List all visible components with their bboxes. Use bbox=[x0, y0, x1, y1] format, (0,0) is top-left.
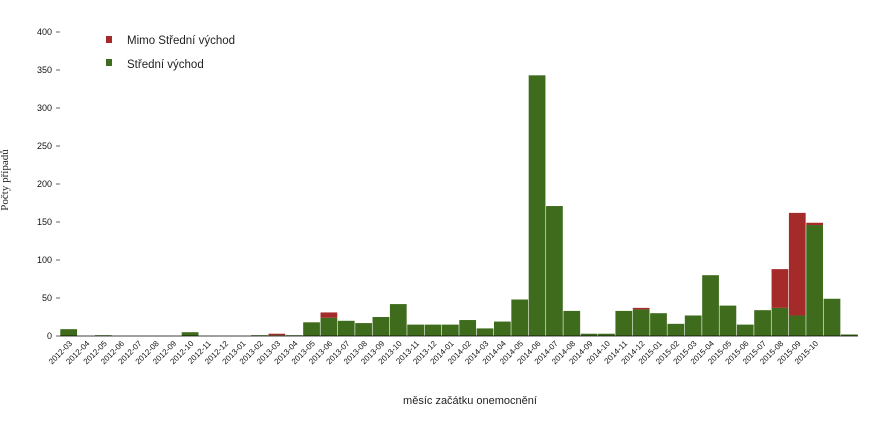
bar-mimo-2015-10 bbox=[806, 222, 824, 226]
y-tick-label-150: 150 bbox=[37, 217, 52, 227]
bar-stredni-2015-09 bbox=[788, 315, 806, 336]
bar-stredni-2014-12 bbox=[632, 309, 650, 336]
bar-stredni-2015-03 bbox=[684, 315, 702, 336]
bar-stredni-2015-07 bbox=[754, 310, 771, 336]
bar-mimo-2015-09 bbox=[788, 212, 806, 316]
bar-stredni-2013-12 bbox=[424, 324, 442, 336]
bar-stredni-2015-02 bbox=[667, 323, 685, 336]
bar-stredni-2013-11 bbox=[407, 324, 425, 336]
y-tick-label-200: 200 bbox=[37, 179, 52, 189]
bar-stredni-2014-10 bbox=[598, 333, 615, 336]
y-tick-label-100: 100 bbox=[37, 255, 52, 265]
bar-mimo-2014-12 bbox=[632, 307, 650, 310]
legend-label-stredni: Střední východ bbox=[127, 59, 204, 71]
bar-stredni-2015-05 bbox=[719, 305, 737, 336]
x-ticks-group: 2012-032012-042012-052012-062012-072012-… bbox=[47, 339, 820, 367]
bar-stredni-2014-08 bbox=[563, 310, 581, 336]
bar-stredni-2015-06 bbox=[736, 324, 754, 336]
bar-stredni-2015-01 bbox=[650, 313, 667, 336]
legend-swatch-mimo bbox=[106, 36, 112, 43]
bar-mimo-2015-08 bbox=[771, 269, 789, 308]
bar-stredni-2015-08 bbox=[771, 307, 789, 336]
bars-group bbox=[60, 75, 858, 336]
bar-stredni-2014-06 bbox=[528, 75, 546, 336]
legend-swatch-stredni bbox=[106, 59, 112, 66]
x-axis-title: měsíc začátku onemocnění bbox=[403, 395, 537, 407]
bar-mimo-2013-03 bbox=[268, 333, 286, 336]
bar-stredni-2014-01 bbox=[441, 324, 459, 336]
legend-label-mimo: Mimo Střední východ bbox=[127, 35, 235, 47]
bar-stredni-2014-03 bbox=[476, 328, 494, 336]
bar-stredni-2014-11 bbox=[615, 310, 633, 336]
y-tick-label-300: 300 bbox=[37, 103, 52, 113]
bar-stredni-2015-10 bbox=[806, 225, 824, 336]
bar-stredni-2015-04 bbox=[702, 275, 719, 336]
bar-stredni-2012-03 bbox=[60, 329, 78, 336]
y-ticks-group: 0 50 100 150 200 250 300 350 400 bbox=[37, 27, 60, 341]
y-axis-title: Počty případů bbox=[0, 149, 11, 211]
bar-stredni-2015-12 bbox=[840, 334, 858, 336]
bar-stredni-2012-10 bbox=[181, 332, 199, 336]
legend: Mimo Střední východ Střední východ bbox=[106, 35, 235, 71]
y-tick-label-250: 250 bbox=[37, 141, 52, 151]
bar-stredni-2013-06 bbox=[320, 317, 338, 336]
bar-stredni-2015-11 bbox=[823, 298, 841, 336]
bar-stredni-2014-04 bbox=[494, 321, 511, 336]
bar-stredni-2014-02 bbox=[459, 320, 477, 336]
bar-stredni-2013-07 bbox=[337, 320, 355, 336]
bar-stredni-2014-07 bbox=[546, 206, 563, 336]
bar-stredni-2014-09 bbox=[580, 333, 598, 336]
y-tick-label-400: 400 bbox=[37, 27, 52, 37]
y-tick-label-50: 50 bbox=[42, 293, 52, 303]
bar-stredni-2013-09 bbox=[372, 317, 390, 336]
bar-stredni-2014-05 bbox=[511, 299, 529, 336]
y-tick-label-0: 0 bbox=[47, 331, 52, 341]
bar-mimo-2013-06 bbox=[320, 312, 338, 318]
bar-stredni-2013-05 bbox=[303, 322, 320, 336]
y-tick-label-350: 350 bbox=[37, 65, 52, 75]
bar-stredni-2013-10 bbox=[389, 304, 407, 336]
bar-stredni-2013-08 bbox=[355, 323, 372, 336]
